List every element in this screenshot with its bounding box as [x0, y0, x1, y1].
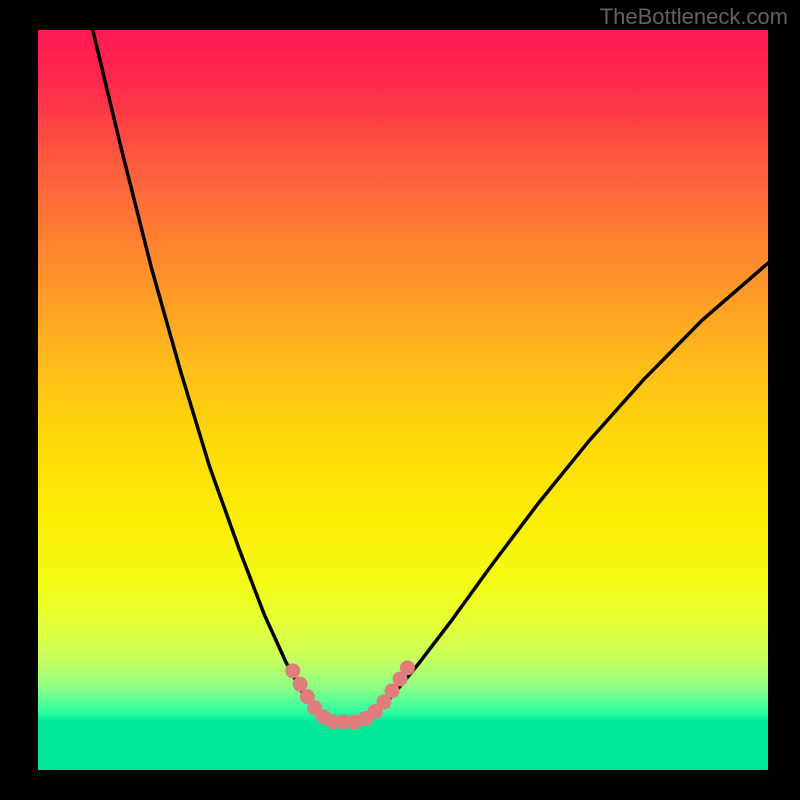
- watermark-text: TheBottleneck.com: [600, 4, 788, 30]
- curve-right: [374, 263, 768, 714]
- valley-markers: [285, 660, 415, 729]
- valley-dot: [293, 677, 308, 692]
- curve-layer: [38, 30, 768, 770]
- curve-left: [93, 30, 319, 715]
- stage: TheBottleneck.com: [0, 0, 800, 800]
- valley-dot: [400, 660, 415, 675]
- bottleneck-plot: [38, 30, 768, 770]
- valley-dot: [285, 663, 300, 678]
